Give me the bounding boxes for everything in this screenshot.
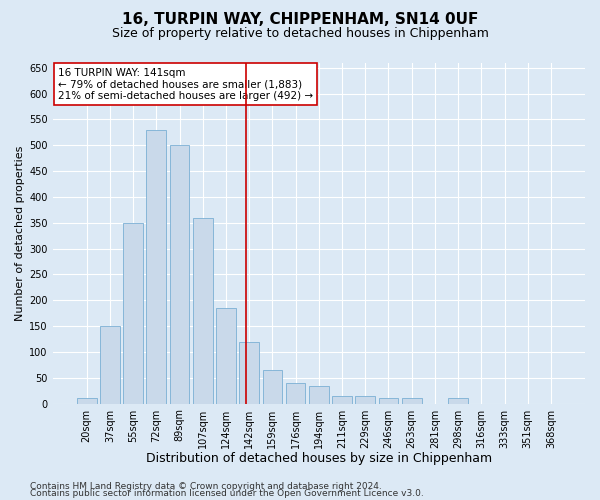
Bar	[309, 386, 329, 404]
Bar	[216, 308, 236, 404]
Text: Contains public sector information licensed under the Open Government Licence v3: Contains public sector information licen…	[30, 490, 424, 498]
Text: Size of property relative to detached houses in Chippenham: Size of property relative to detached ho…	[112, 28, 488, 40]
Bar	[263, 370, 282, 404]
Bar	[146, 130, 166, 404]
Bar	[286, 383, 305, 404]
Bar	[355, 396, 375, 404]
Bar	[332, 396, 352, 404]
Bar	[100, 326, 120, 404]
Bar	[193, 218, 212, 404]
X-axis label: Distribution of detached houses by size in Chippenham: Distribution of detached houses by size …	[146, 452, 492, 465]
Text: Contains HM Land Registry data © Crown copyright and database right 2024.: Contains HM Land Registry data © Crown c…	[30, 482, 382, 491]
Bar	[402, 398, 422, 404]
Text: 16 TURPIN WAY: 141sqm
← 79% of detached houses are smaller (1,883)
21% of semi-d: 16 TURPIN WAY: 141sqm ← 79% of detached …	[58, 68, 313, 101]
Bar	[170, 145, 190, 404]
Bar	[448, 398, 468, 404]
Bar	[77, 398, 97, 404]
Bar	[379, 398, 398, 404]
Bar	[123, 222, 143, 404]
Bar	[239, 342, 259, 404]
Text: 16, TURPIN WAY, CHIPPENHAM, SN14 0UF: 16, TURPIN WAY, CHIPPENHAM, SN14 0UF	[122, 12, 478, 28]
Y-axis label: Number of detached properties: Number of detached properties	[15, 146, 25, 320]
